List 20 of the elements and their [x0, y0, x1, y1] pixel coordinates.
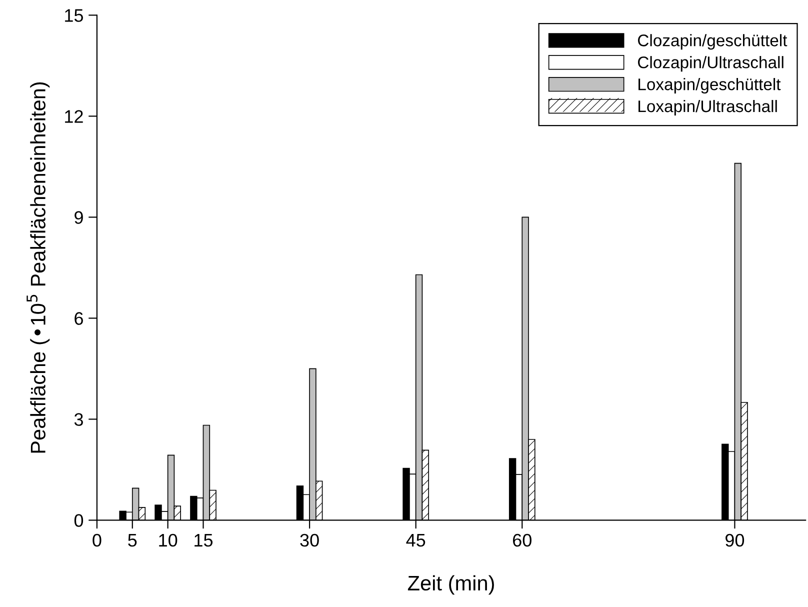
y-tick-label: 9 [74, 211, 83, 224]
y-tick-label: 3 [74, 413, 83, 426]
x-tick-label: 0 [92, 534, 102, 547]
legend-label: Clozapin/geschüttelt [638, 34, 788, 50]
y-tick-label: 15 [65, 9, 84, 22]
x-tick-label: 5 [128, 534, 137, 547]
legend-label: Loxapin/geschüttelt [638, 78, 781, 94]
x-tick-label: 10 [159, 534, 178, 547]
y-tick-label: 6 [74, 312, 83, 325]
legend-label: Loxapin/Ultraschall [638, 100, 777, 116]
x-tick-label: 30 [300, 534, 319, 547]
x-tick-label: 90 [726, 534, 744, 547]
y-tick-label: 0 [74, 514, 84, 527]
y-axis-title: Peakfläche (•10$^{5}$ Peakflächeneinheiten) [26, 82, 50, 453]
x-tick-label: 45 [406, 534, 426, 547]
x-axis-title: Zeit (min) [408, 575, 494, 595]
y-tick-label: 12 [65, 110, 83, 123]
legend-label: Clozapin/Ultraschall [638, 56, 784, 72]
x-tick-label: 60 [513, 534, 532, 547]
x-tick-label: 15 [194, 534, 213, 547]
